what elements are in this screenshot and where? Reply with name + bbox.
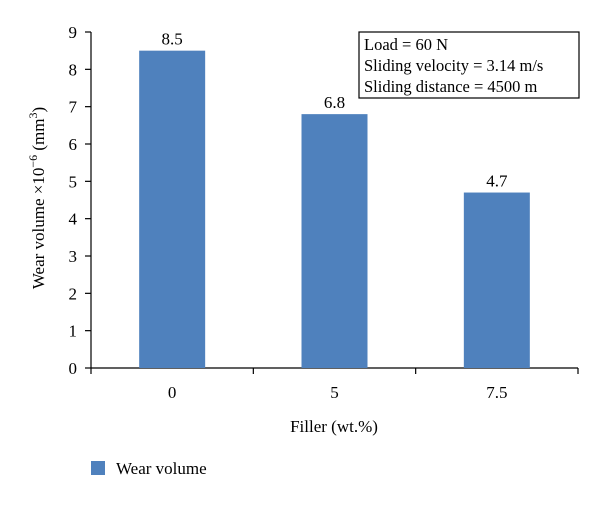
bars [139, 50, 530, 369]
x-tick-label: 7.5 [486, 383, 507, 402]
y-axis: 0 1 2 3 4 5 6 7 8 9 [69, 23, 92, 378]
y-axis-title-exponent: −6 [26, 155, 40, 168]
y-tick-label: 7 [69, 98, 78, 117]
y-axis-title-unit-exponent: 3 [26, 113, 40, 119]
y-tick-label: 6 [69, 135, 78, 154]
y-tick-label: 5 [69, 172, 78, 191]
annotation-line-velocity: Sliding velocity = 3.14 m/s [364, 56, 543, 75]
y-axis-title: Wear volume ×10−6 (mm3) [26, 107, 48, 289]
bar [301, 114, 368, 368]
x-axis: 0 5 7.5 [90, 367, 579, 402]
data-labels: 8.5 6.8 4.7 [162, 30, 508, 191]
y-axis-title-unit-open: (mm [29, 119, 48, 155]
bar-value-label: 4.7 [486, 172, 508, 191]
x-tick-label: 0 [168, 383, 177, 402]
annotation-line-distance: Sliding distance = 4500 m [364, 77, 538, 96]
bar [139, 50, 206, 369]
bar-value-label: 6.8 [324, 93, 345, 112]
bar-value-label: 8.5 [162, 30, 183, 49]
conditions-annotation: Load = 60 N Sliding velocity = 3.14 m/s … [358, 31, 580, 99]
y-tick-label: 4 [69, 210, 78, 229]
y-tick-label: 3 [69, 247, 78, 266]
y-tick-label: 9 [69, 23, 78, 42]
x-axis-title: Filler (wt.%) [290, 417, 378, 436]
legend-swatch [91, 461, 105, 475]
bar [463, 192, 530, 368]
y-axis-title-unit-close: ) [29, 107, 48, 113]
y-tick-label: 2 [69, 284, 78, 303]
annotation-line-load: Load = 60 N [364, 35, 448, 54]
x-tick-label: 5 [330, 383, 339, 402]
y-tick-label: 1 [69, 322, 78, 341]
y-axis-title-base: Wear volume ×10 [29, 168, 48, 290]
legend: Wear volume [91, 459, 207, 478]
y-tick-label: 8 [69, 60, 78, 79]
legend-label: Wear volume [116, 459, 207, 478]
y-tick-label: 0 [69, 359, 78, 378]
annotation-box [358, 31, 580, 99]
